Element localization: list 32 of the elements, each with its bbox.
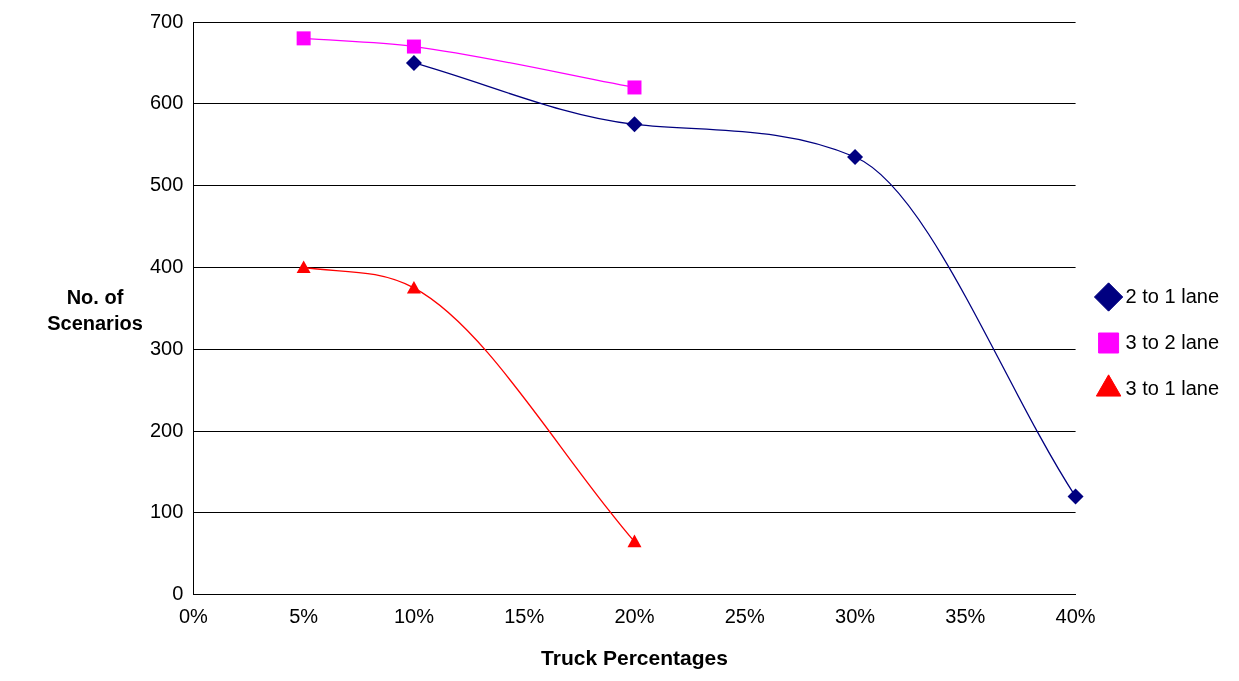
- x-tick-label: 15%: [504, 605, 545, 628]
- legend-label: 3 to 2 lane: [1125, 330, 1220, 353]
- point: [405, 54, 422, 71]
- y-tick-label: 500: [149, 173, 184, 196]
- point: [296, 260, 311, 274]
- y-tick-label: 600: [149, 91, 184, 114]
- point: [626, 116, 643, 133]
- x-tick-label: 5%: [289, 605, 319, 628]
- y-tick-label: 400: [149, 255, 184, 277]
- x-tick-label: 35%: [945, 605, 986, 628]
- point: [627, 534, 642, 548]
- y-tick-label: 200: [149, 418, 184, 441]
- point: [296, 31, 311, 46]
- x-tick-label: 30%: [835, 605, 876, 628]
- y-tick-label: 700: [149, 9, 184, 32]
- point: [1067, 488, 1084, 505]
- x-axis-title: Truck Percentages: [541, 646, 728, 670]
- x-tick-label: 0%: [178, 605, 209, 628]
- point: [627, 80, 642, 95]
- point: [406, 280, 421, 294]
- x-tick-label: 40%: [1055, 605, 1096, 628]
- x-tick-label: 20%: [614, 605, 655, 628]
- x-tick-label: 10%: [393, 605, 435, 628]
- legend-label: 2 to 1 lane: [1125, 284, 1220, 307]
- point: [847, 149, 864, 166]
- y-tick-label: 0: [172, 582, 184, 605]
- point: [406, 39, 421, 54]
- y-tick-label: 100: [149, 500, 184, 523]
- legend-label: 3 to 1 lane: [1125, 376, 1220, 399]
- y-axis-title: No. of Scenarios: [46, 285, 144, 336]
- y-tick-label: 300: [149, 336, 184, 359]
- x-tick-label: 25%: [724, 605, 765, 628]
